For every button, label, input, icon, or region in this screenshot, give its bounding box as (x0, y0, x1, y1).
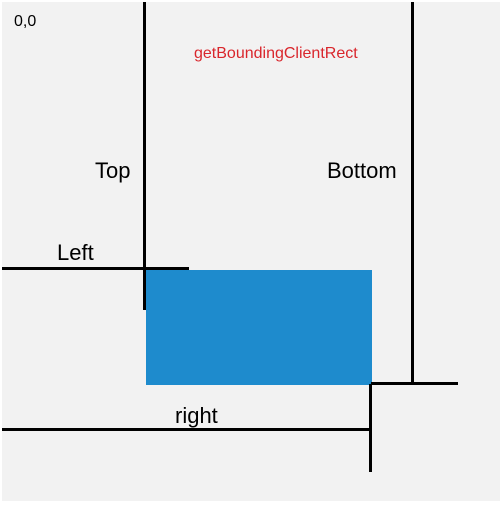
right-end-line (369, 384, 372, 472)
right-measure-line (2, 428, 371, 431)
top-measure-line (143, 2, 146, 310)
bottom-measure-line (411, 2, 414, 384)
bottom-label: Bottom (327, 158, 397, 183)
origin-label: 0,0 (14, 13, 37, 30)
diagram-title: getBoundingClientRect (194, 45, 358, 62)
bottom-end-line (371, 382, 458, 385)
left-label: Left (57, 240, 94, 265)
right-label: right (175, 403, 218, 428)
left-measure-line (2, 267, 189, 270)
bounding-rectangle (146, 270, 372, 385)
top-label: Top (95, 158, 131, 183)
